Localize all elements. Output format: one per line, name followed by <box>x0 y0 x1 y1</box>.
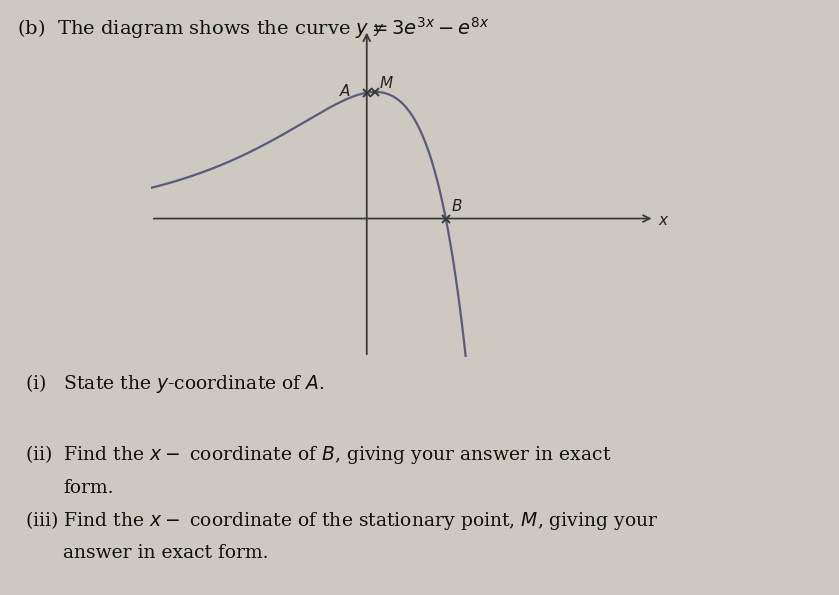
Text: (b)  The diagram shows the curve $y = 3e^{3x} - e^{8x}$: (b) The diagram shows the curve $y = 3e^… <box>17 15 489 41</box>
Text: (ii)  Find the $x -$ coordinate of $B$, giving your answer in exact: (ii) Find the $x -$ coordinate of $B$, g… <box>25 443 612 466</box>
Text: (iii) Find the $x -$ coordinate of the stationary point, $M$, giving your: (iii) Find the $x -$ coordinate of the s… <box>25 509 659 532</box>
Text: (i)   State the $y$-coordinate of $A$.: (i) State the $y$-coordinate of $A$. <box>25 372 325 395</box>
Text: form.: form. <box>63 479 113 497</box>
Text: x: x <box>658 213 667 228</box>
Text: y: y <box>373 21 383 36</box>
Text: answer in exact form.: answer in exact form. <box>63 544 268 562</box>
Text: B: B <box>451 199 461 214</box>
Text: A: A <box>340 84 350 99</box>
Text: M: M <box>379 76 393 90</box>
